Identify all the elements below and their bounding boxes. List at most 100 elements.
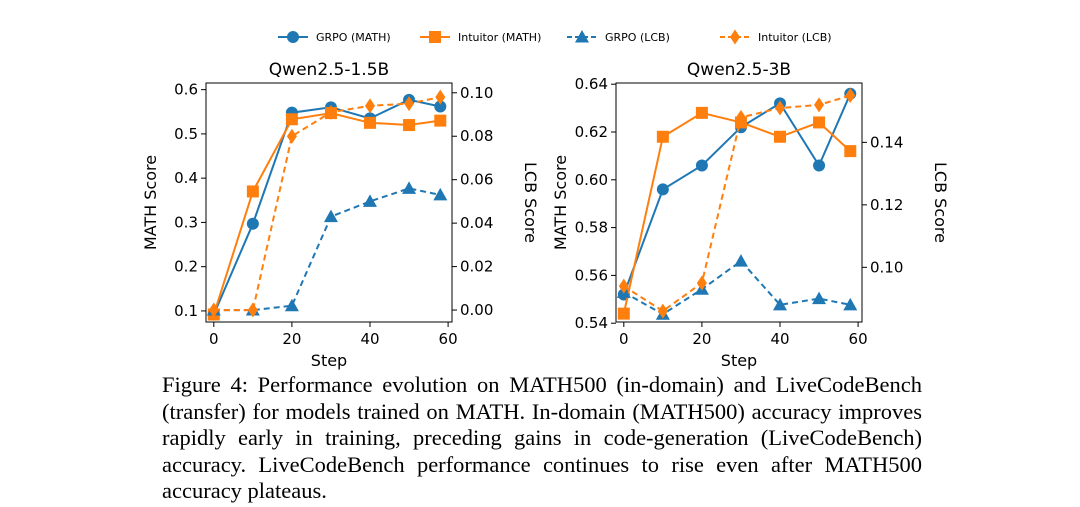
data-point (733, 254, 748, 267)
data-point (813, 116, 826, 129)
data-point (433, 187, 448, 201)
data-point (246, 217, 259, 230)
data-point (246, 185, 259, 198)
legend-marker-square (429, 31, 441, 43)
y-tick-label: 0.4 (174, 169, 198, 187)
y2-tick-label: 0.10 (460, 84, 493, 102)
legend-item: GRPO (MATH) (278, 31, 391, 44)
y-axis-label: MATH Score (551, 155, 570, 250)
data-point (285, 113, 298, 126)
data-point (812, 291, 827, 305)
data-point (402, 181, 417, 194)
data-point (325, 104, 336, 120)
data-point (814, 97, 825, 113)
data-point (247, 302, 258, 318)
x-tick-label: 60 (849, 330, 868, 348)
y2-tick-label: 0.06 (460, 171, 493, 189)
data-point (284, 298, 299, 312)
data-point (696, 275, 707, 291)
plot-frame (205, 82, 453, 323)
y2-tick-label: 0.12 (870, 196, 903, 214)
x-tick-label: 0 (619, 330, 629, 348)
y-axis-label: MATH Score (141, 155, 160, 250)
caption-text: Figure 4: Performance evolution on MATH5… (162, 372, 922, 503)
legend-item: Intuitor (MATH) (420, 31, 541, 44)
data-point (773, 297, 787, 311)
x-axis-label: Step (721, 351, 757, 370)
data-point (286, 128, 297, 144)
y-tick-label: 0.1 (174, 302, 198, 320)
data-point (435, 89, 446, 105)
data-point (656, 130, 669, 143)
data-point (695, 159, 708, 172)
y-tick-label: 0.58 (575, 219, 608, 237)
legend-marker-triangle (575, 30, 589, 43)
legend-label: Intuitor (MATH) (458, 31, 541, 44)
x-axis-label: Step (311, 351, 347, 370)
data-point (364, 116, 376, 129)
x-tick-label: 20 (692, 330, 711, 348)
data-point (617, 307, 630, 320)
legend-marker-circle (287, 31, 299, 43)
y2-tick-label: 0.02 (460, 258, 493, 276)
data-point (735, 109, 746, 125)
x-tick-label: 60 (439, 330, 458, 348)
y2-tick-label: 0.04 (460, 214, 493, 232)
y-tick-label: 0.64 (575, 75, 608, 93)
data-point (657, 303, 668, 319)
data-point (365, 98, 375, 114)
y-tick-label: 0.60 (575, 171, 608, 189)
data-point (774, 130, 786, 143)
legend-label: Intuitor (LCB) (758, 31, 832, 44)
y2-tick-label: 0.10 (870, 258, 903, 276)
y-tick-label: 0.62 (575, 123, 608, 141)
data-point (208, 302, 219, 318)
x-tick-label: 0 (209, 330, 219, 348)
y2-axis-label: LCB Score (931, 162, 950, 243)
plot-frame (615, 82, 863, 323)
y2-tick-label: 0.14 (870, 133, 903, 151)
y2-tick-label: 0.00 (460, 301, 493, 319)
series-intuitor-lcb (208, 89, 446, 318)
y-tick-label: 0.6 (174, 81, 198, 99)
series-line (622, 111, 851, 314)
series-intuitor-lcb (618, 87, 856, 319)
series-line (212, 112, 441, 315)
data-point (843, 297, 858, 311)
legend-item: GRPO (LCB) (567, 30, 670, 44)
series-line (623, 259, 851, 316)
y-tick-label: 0.2 (174, 258, 198, 276)
data-point (434, 100, 447, 113)
data-point (618, 278, 629, 294)
data-point (363, 194, 377, 207)
legend: GRPO (MATH) Intuitor (MATH) GRPO (LCB) Intu… (278, 29, 832, 45)
figure-4: GRPO (MATH) Intuitor (MATH) GRPO (LCB) Intu… (141, 29, 950, 370)
data-point (695, 106, 708, 119)
data-point (845, 87, 856, 103)
chart-title: Qwen2.5-3B (687, 60, 791, 80)
legend-label: GRPO (LCB) (605, 31, 670, 44)
legend-item: Intuitor (LCB) (720, 29, 832, 45)
x-tick-label: 20 (282, 330, 301, 348)
series-intuitor-math (207, 107, 447, 321)
x-tick-label: 40 (770, 330, 789, 348)
figure-caption: Figure 4: Performance evolution on MATH5… (162, 372, 922, 505)
chart-panel-2: Qwen2.5-3B 0 20 40 60 0.54 0.56 0.58 0.60 0.62 0.6… (551, 60, 950, 370)
data-point (844, 145, 857, 158)
y2-axis-label: LCB Score (521, 162, 540, 243)
chart-title: Qwen2.5-1.5B (269, 60, 389, 80)
y-tick-label: 0.56 (575, 266, 608, 284)
data-point (404, 96, 415, 112)
chart-panel-1: Qwen2.5-1.5B 0 20 40 60 0.1 0.2 0.3 0.4 0.5 0.6 0.0… (141, 60, 540, 370)
data-point (775, 100, 785, 116)
x-tick-label: 40 (360, 330, 379, 348)
y2-tick-label: 0.08 (460, 127, 493, 145)
data-point (434, 114, 447, 127)
data-point (813, 159, 826, 172)
series-grpo-lcb (616, 254, 858, 320)
data-point (403, 119, 416, 132)
data-point (656, 183, 669, 196)
data-point (323, 209, 338, 223)
y-tick-label: 0.3 (174, 213, 198, 231)
legend-label: GRPO (MATH) (316, 31, 391, 44)
